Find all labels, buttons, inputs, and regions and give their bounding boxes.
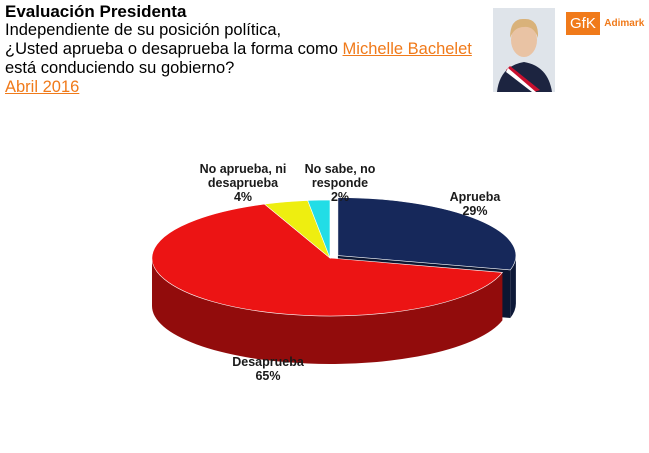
chart-title: Evaluación Presidenta [5,2,187,21]
slice-side [510,255,516,318]
header: Evaluación Presidenta Independiente de s… [5,2,485,97]
slice-label: No aprueba, ni desaprueba 4% [193,162,293,204]
value-label: 65% [255,369,281,383]
slice [337,197,517,271]
slice [307,199,331,259]
subtitle: ¿Usted aprueba o desaprueba la forma com… [5,40,485,78]
subtitle-text: ¿Usted aprueba o desaprueba la forma com… [5,40,343,58]
logo-brand: GfK [566,12,600,35]
subtitle: Independiente de su posición política, [5,21,282,39]
slice-label: Aprueba 29% [430,190,520,218]
value-label: 29% [462,204,488,218]
slice [151,203,503,317]
category-name: No aprueba, ni desaprueba [199,162,287,190]
slice-label: Desaprueba 65% [223,355,313,383]
subtitle-text: está conduciendo su gobierno? [5,59,235,77]
date-link[interactable]: Abril 2016 [5,78,80,96]
logo: GfK Adimark [566,12,644,35]
photo [493,8,555,92]
pie [151,197,517,364]
value-label: 2% [330,190,350,204]
category-name: No sabe, no responde [304,162,376,190]
logo-partner: Adimark [604,18,645,29]
slice-side [152,258,503,364]
subtitle-link[interactable]: Michelle Bachelet [342,40,472,58]
value-label: 4% [233,190,253,204]
category-name: Desaprueba [232,355,304,369]
category-name: Aprueba [449,190,501,204]
slice-label: No sabe, no responde 2% [290,162,390,204]
